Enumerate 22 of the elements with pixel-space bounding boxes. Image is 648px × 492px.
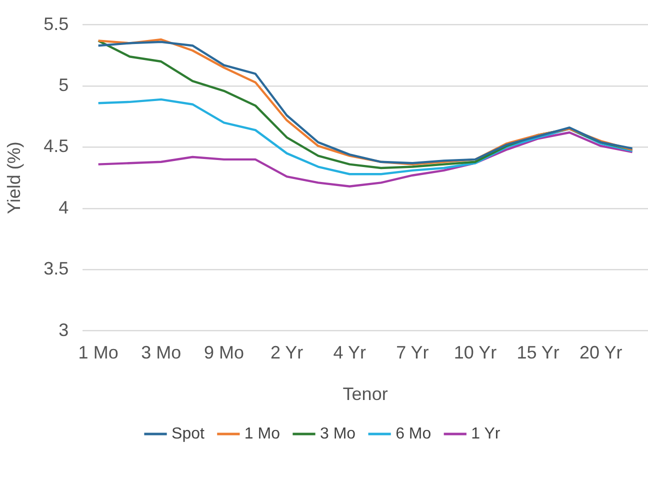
y-axis-title: Yield (%) [4,142,24,214]
x-tick-label: 9 Mo [204,342,244,363]
x-tick-label: 3 Mo [141,342,182,363]
x-tick-label: 10 Yr [454,342,497,363]
y-tick-label: 4.5 [44,136,69,156]
y-tick-label: 5 [58,74,69,95]
x-tick-label: 15 Yr [516,342,560,363]
legend-label: 1 Mo [244,425,280,442]
x-tick-label: 20 Yr [580,342,622,363]
x-tick-label: 4 Yr [333,342,366,363]
x-tick-label: 7 Yr [396,342,429,363]
x-tick-label: 2 Yr [270,342,304,363]
legend-label: 1 Yr [471,425,501,442]
x-tick-label: 1 Mo [78,342,118,363]
legend-label: 3 Mo [320,425,356,442]
y-tick-label: 5.5 [44,14,69,34]
x-axis-title: Tenor [342,384,388,404]
y-tick-label: 3.5 [44,258,69,279]
legend-label: 6 Mo [396,425,432,442]
legend-label: Spot [172,425,205,442]
y-tick-label: 4 [58,197,69,218]
y-tick-label: 3 [58,320,69,340]
